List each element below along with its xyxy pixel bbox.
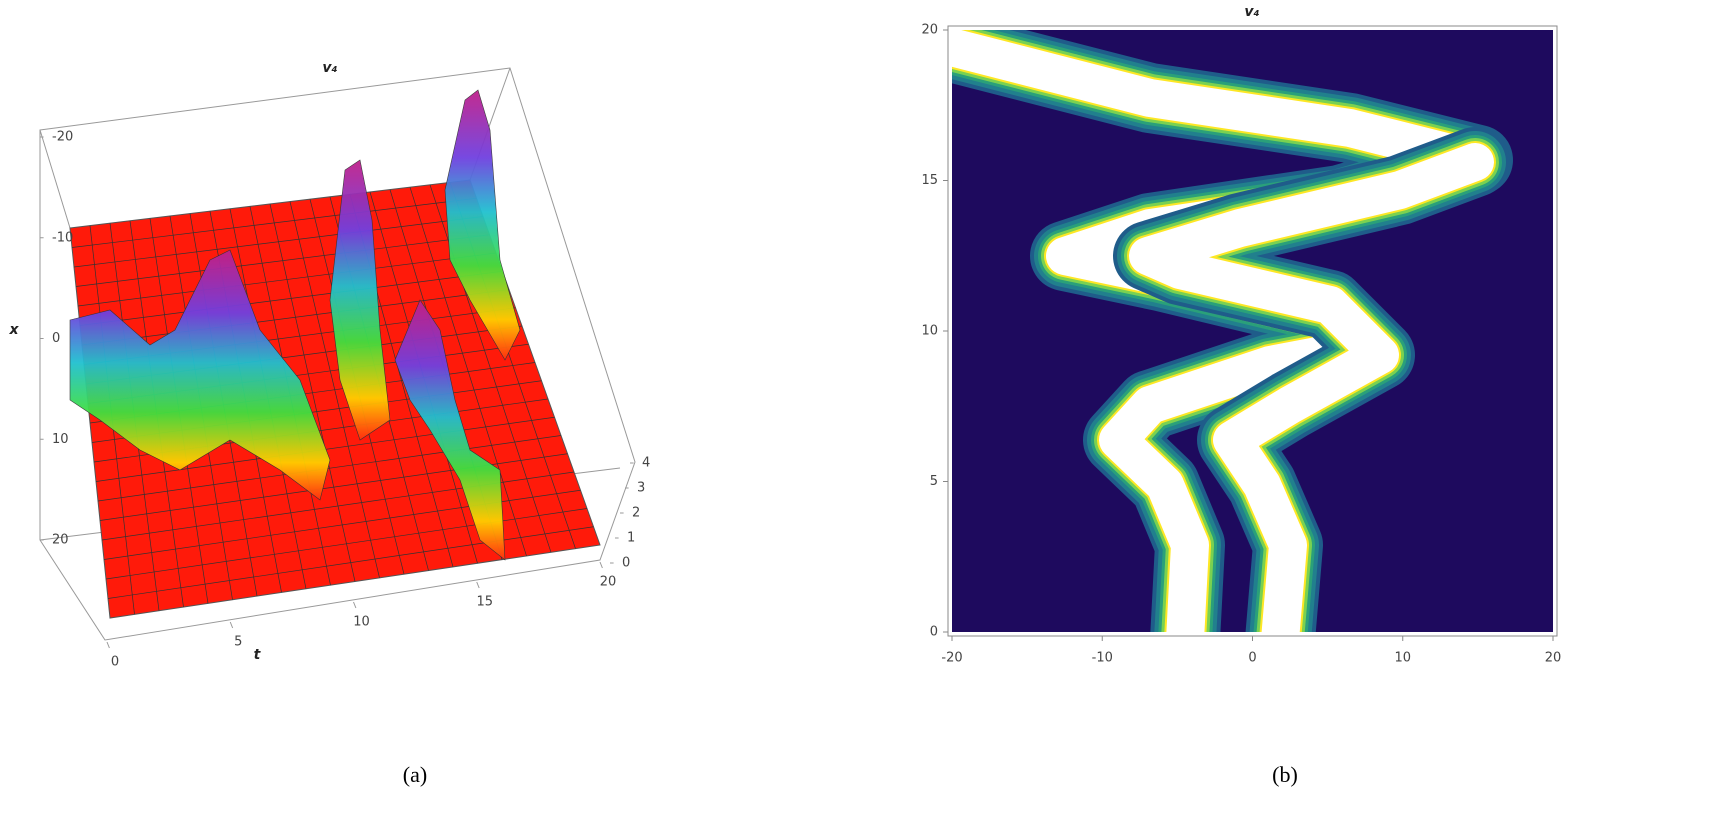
- contour-level: [1129, 143, 1494, 659]
- tick-mark: [106, 641, 110, 649]
- plot-title: v₄: [322, 60, 337, 76]
- y-tick-label: 20: [921, 23, 938, 38]
- plot-title: v₄: [1244, 4, 1259, 20]
- mesh-line: [97, 435, 562, 502]
- caption: (a): [403, 762, 427, 787]
- mesh-line: [105, 508, 588, 580]
- mesh-line: [107, 526, 594, 599]
- tick-label: 20: [52, 533, 69, 548]
- surface-ridges: [69, 89, 521, 561]
- tick-mark: [599, 561, 603, 569]
- tick-label: -20: [52, 130, 73, 145]
- x-tick-label: -10: [1092, 651, 1113, 666]
- tick-mark: [353, 601, 357, 609]
- tick-label: 10: [52, 432, 69, 447]
- tick-label: 10: [353, 615, 370, 630]
- y-tick-label: 15: [921, 173, 938, 188]
- mesh-line: [289, 201, 380, 578]
- tick-label: 20: [600, 575, 617, 590]
- tick-label: 2: [632, 506, 640, 521]
- tick-label: 15: [476, 595, 493, 610]
- y-tick-label: 10: [921, 324, 938, 339]
- caption: (b): [1272, 762, 1298, 787]
- tick-mark: [476, 581, 480, 589]
- y-tick-label: 5: [930, 474, 938, 489]
- x-tick-label: 20: [1545, 651, 1562, 666]
- x-tick-label: -20: [941, 651, 962, 666]
- y-tick-label: 0: [930, 625, 938, 640]
- tick-label: 4: [642, 456, 650, 471]
- axis-label: x: [8, 322, 19, 338]
- tick-label: 5: [234, 635, 242, 650]
- x-tick-label: 10: [1394, 651, 1411, 666]
- contour-bands: [920, 13, 1513, 675]
- mesh-line: [409, 187, 527, 557]
- tick-label: 1: [627, 531, 635, 546]
- tick-label: -10: [52, 230, 73, 245]
- tick-label: 0: [111, 655, 119, 670]
- axis-label: t: [254, 647, 262, 663]
- tick-label: 0: [52, 331, 60, 346]
- x-tick-label: 0: [1248, 651, 1256, 666]
- tick-label: 0: [622, 556, 630, 571]
- tick-label: 3: [637, 481, 645, 496]
- tick-mark: [229, 621, 234, 629]
